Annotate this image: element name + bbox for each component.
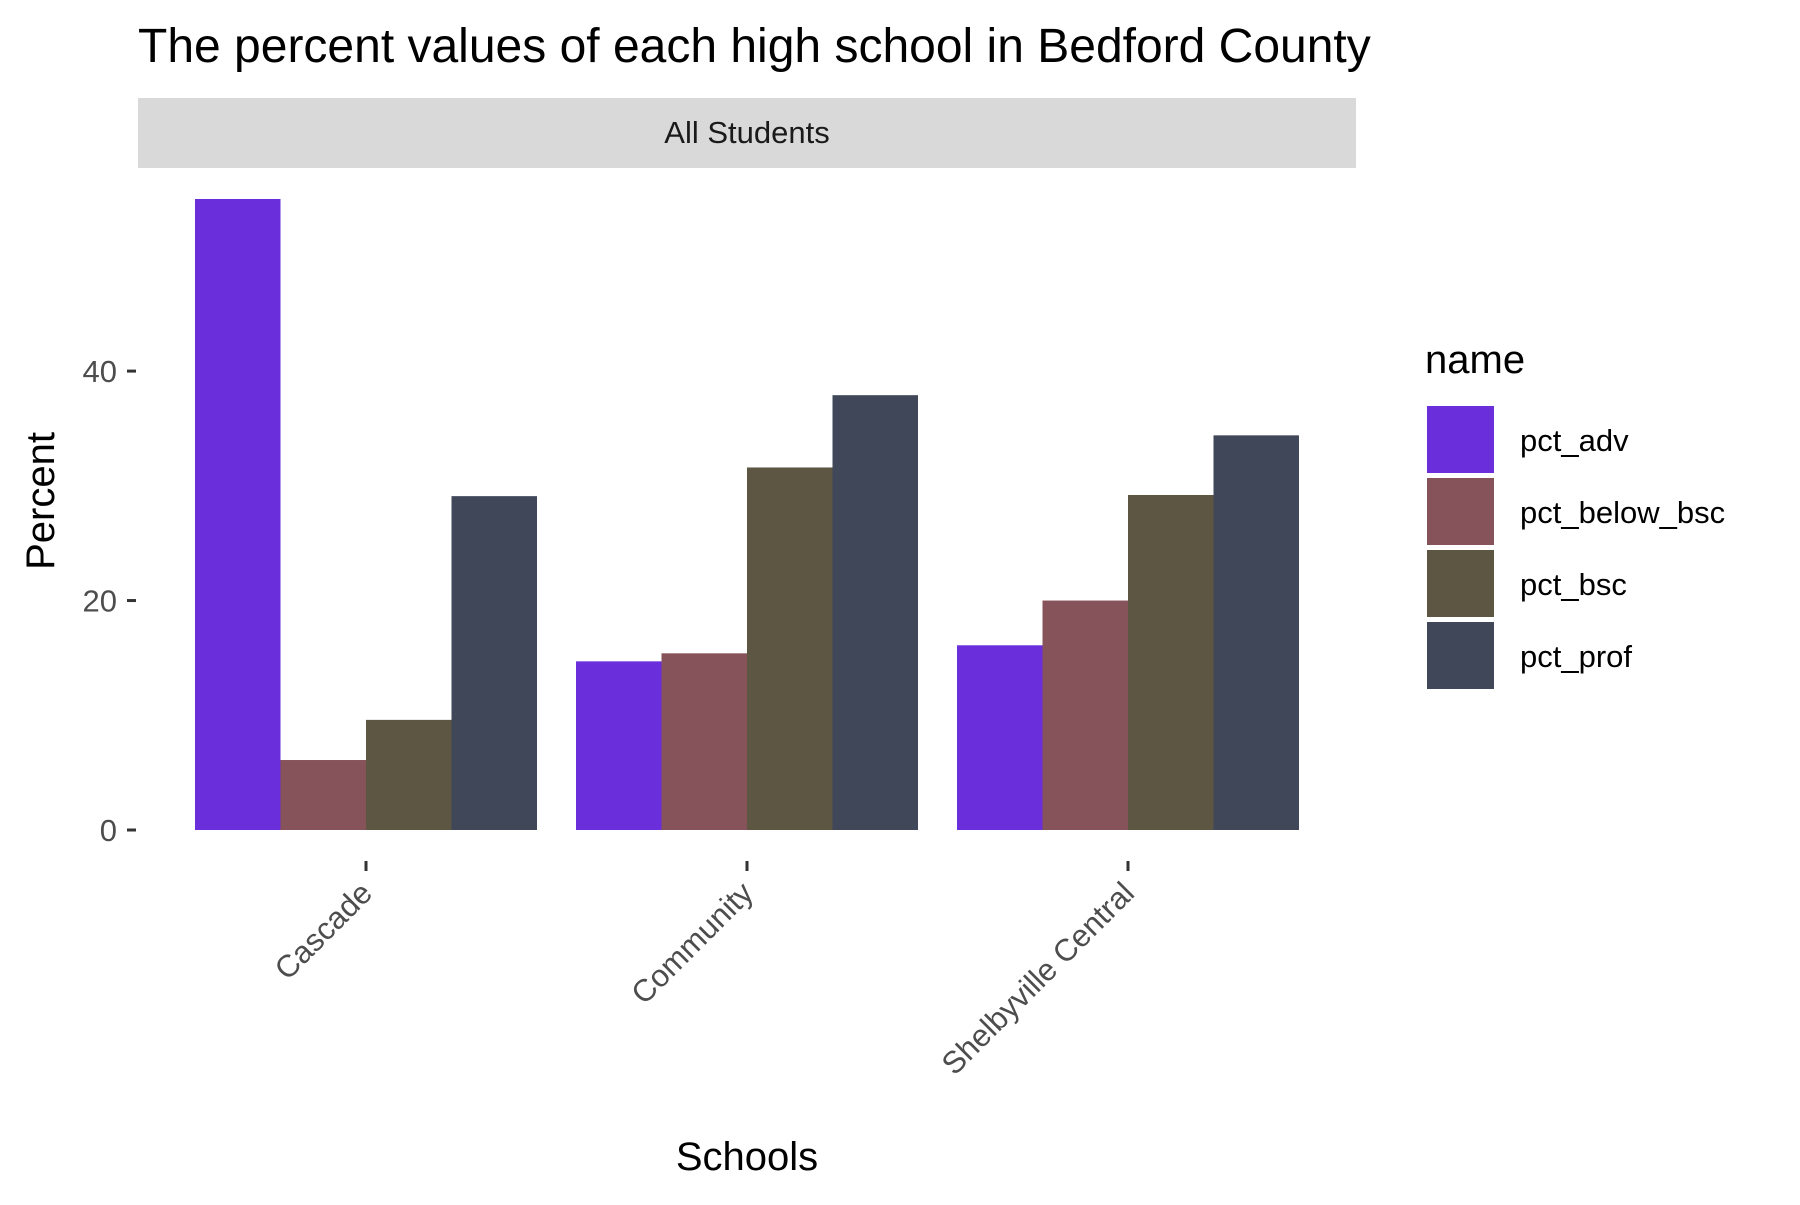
bar-pct_below_bsc-cascade bbox=[280, 760, 366, 830]
x-axis-title: Schools bbox=[676, 1135, 818, 1179]
bar-pct_bsc-cascade bbox=[366, 719, 452, 830]
bar-pct_below_bsc-community bbox=[661, 653, 747, 830]
legend-label: pct_below_bsc bbox=[1520, 495, 1725, 530]
x-tick-label: Cascade bbox=[268, 875, 379, 986]
y-tick-label: 20 bbox=[83, 584, 117, 619]
y-tick-label: 0 bbox=[100, 813, 117, 848]
bar-pct_adv-community bbox=[576, 661, 662, 830]
legend-key-pct_below_bsc bbox=[1427, 478, 1494, 545]
bar-pct_prof-cascade bbox=[451, 496, 537, 830]
legend-key-pct_bsc bbox=[1427, 550, 1494, 617]
chart-title: The percent values of each high school i… bbox=[138, 20, 1371, 73]
x-tick-label: Community bbox=[624, 875, 760, 1011]
x-tick-label: Shelbyville Central bbox=[935, 875, 1141, 1081]
legend-label: pct_adv bbox=[1520, 423, 1629, 458]
legend-label: pct_prof bbox=[1520, 639, 1632, 674]
legend: name pct_adv pct_below_bsc pct_bsc pct_prof bbox=[1425, 338, 1725, 689]
legend-label: pct_bsc bbox=[1520, 567, 1627, 602]
x-axis: Cascade Community Shelbyville Central bbox=[268, 861, 1141, 1081]
legend-key-pct_prof bbox=[1427, 622, 1494, 689]
bar-pct_bsc-community bbox=[747, 467, 833, 830]
y-axis: 0 20 40 bbox=[83, 354, 136, 848]
bar-pct_adv-shelbyville-central bbox=[957, 645, 1043, 830]
bar-pct_prof-community bbox=[832, 395, 918, 830]
facet-strip bbox=[138, 98, 1356, 168]
legend-key-pct_adv bbox=[1427, 406, 1494, 473]
facet-label: All Students bbox=[664, 115, 829, 150]
bar-pct_adv-cascade bbox=[195, 199, 281, 830]
legend-title: name bbox=[1425, 338, 1525, 382]
y-tick-label: 40 bbox=[83, 354, 117, 389]
bar-pct_prof-shelbyville-central bbox=[1213, 435, 1299, 830]
bar-pct_below_bsc-shelbyville-central bbox=[1042, 600, 1128, 830]
y-axis-title: Percent bbox=[19, 432, 63, 570]
bar-pct_bsc-shelbyville-central bbox=[1128, 494, 1214, 830]
bars bbox=[195, 199, 1299, 830]
